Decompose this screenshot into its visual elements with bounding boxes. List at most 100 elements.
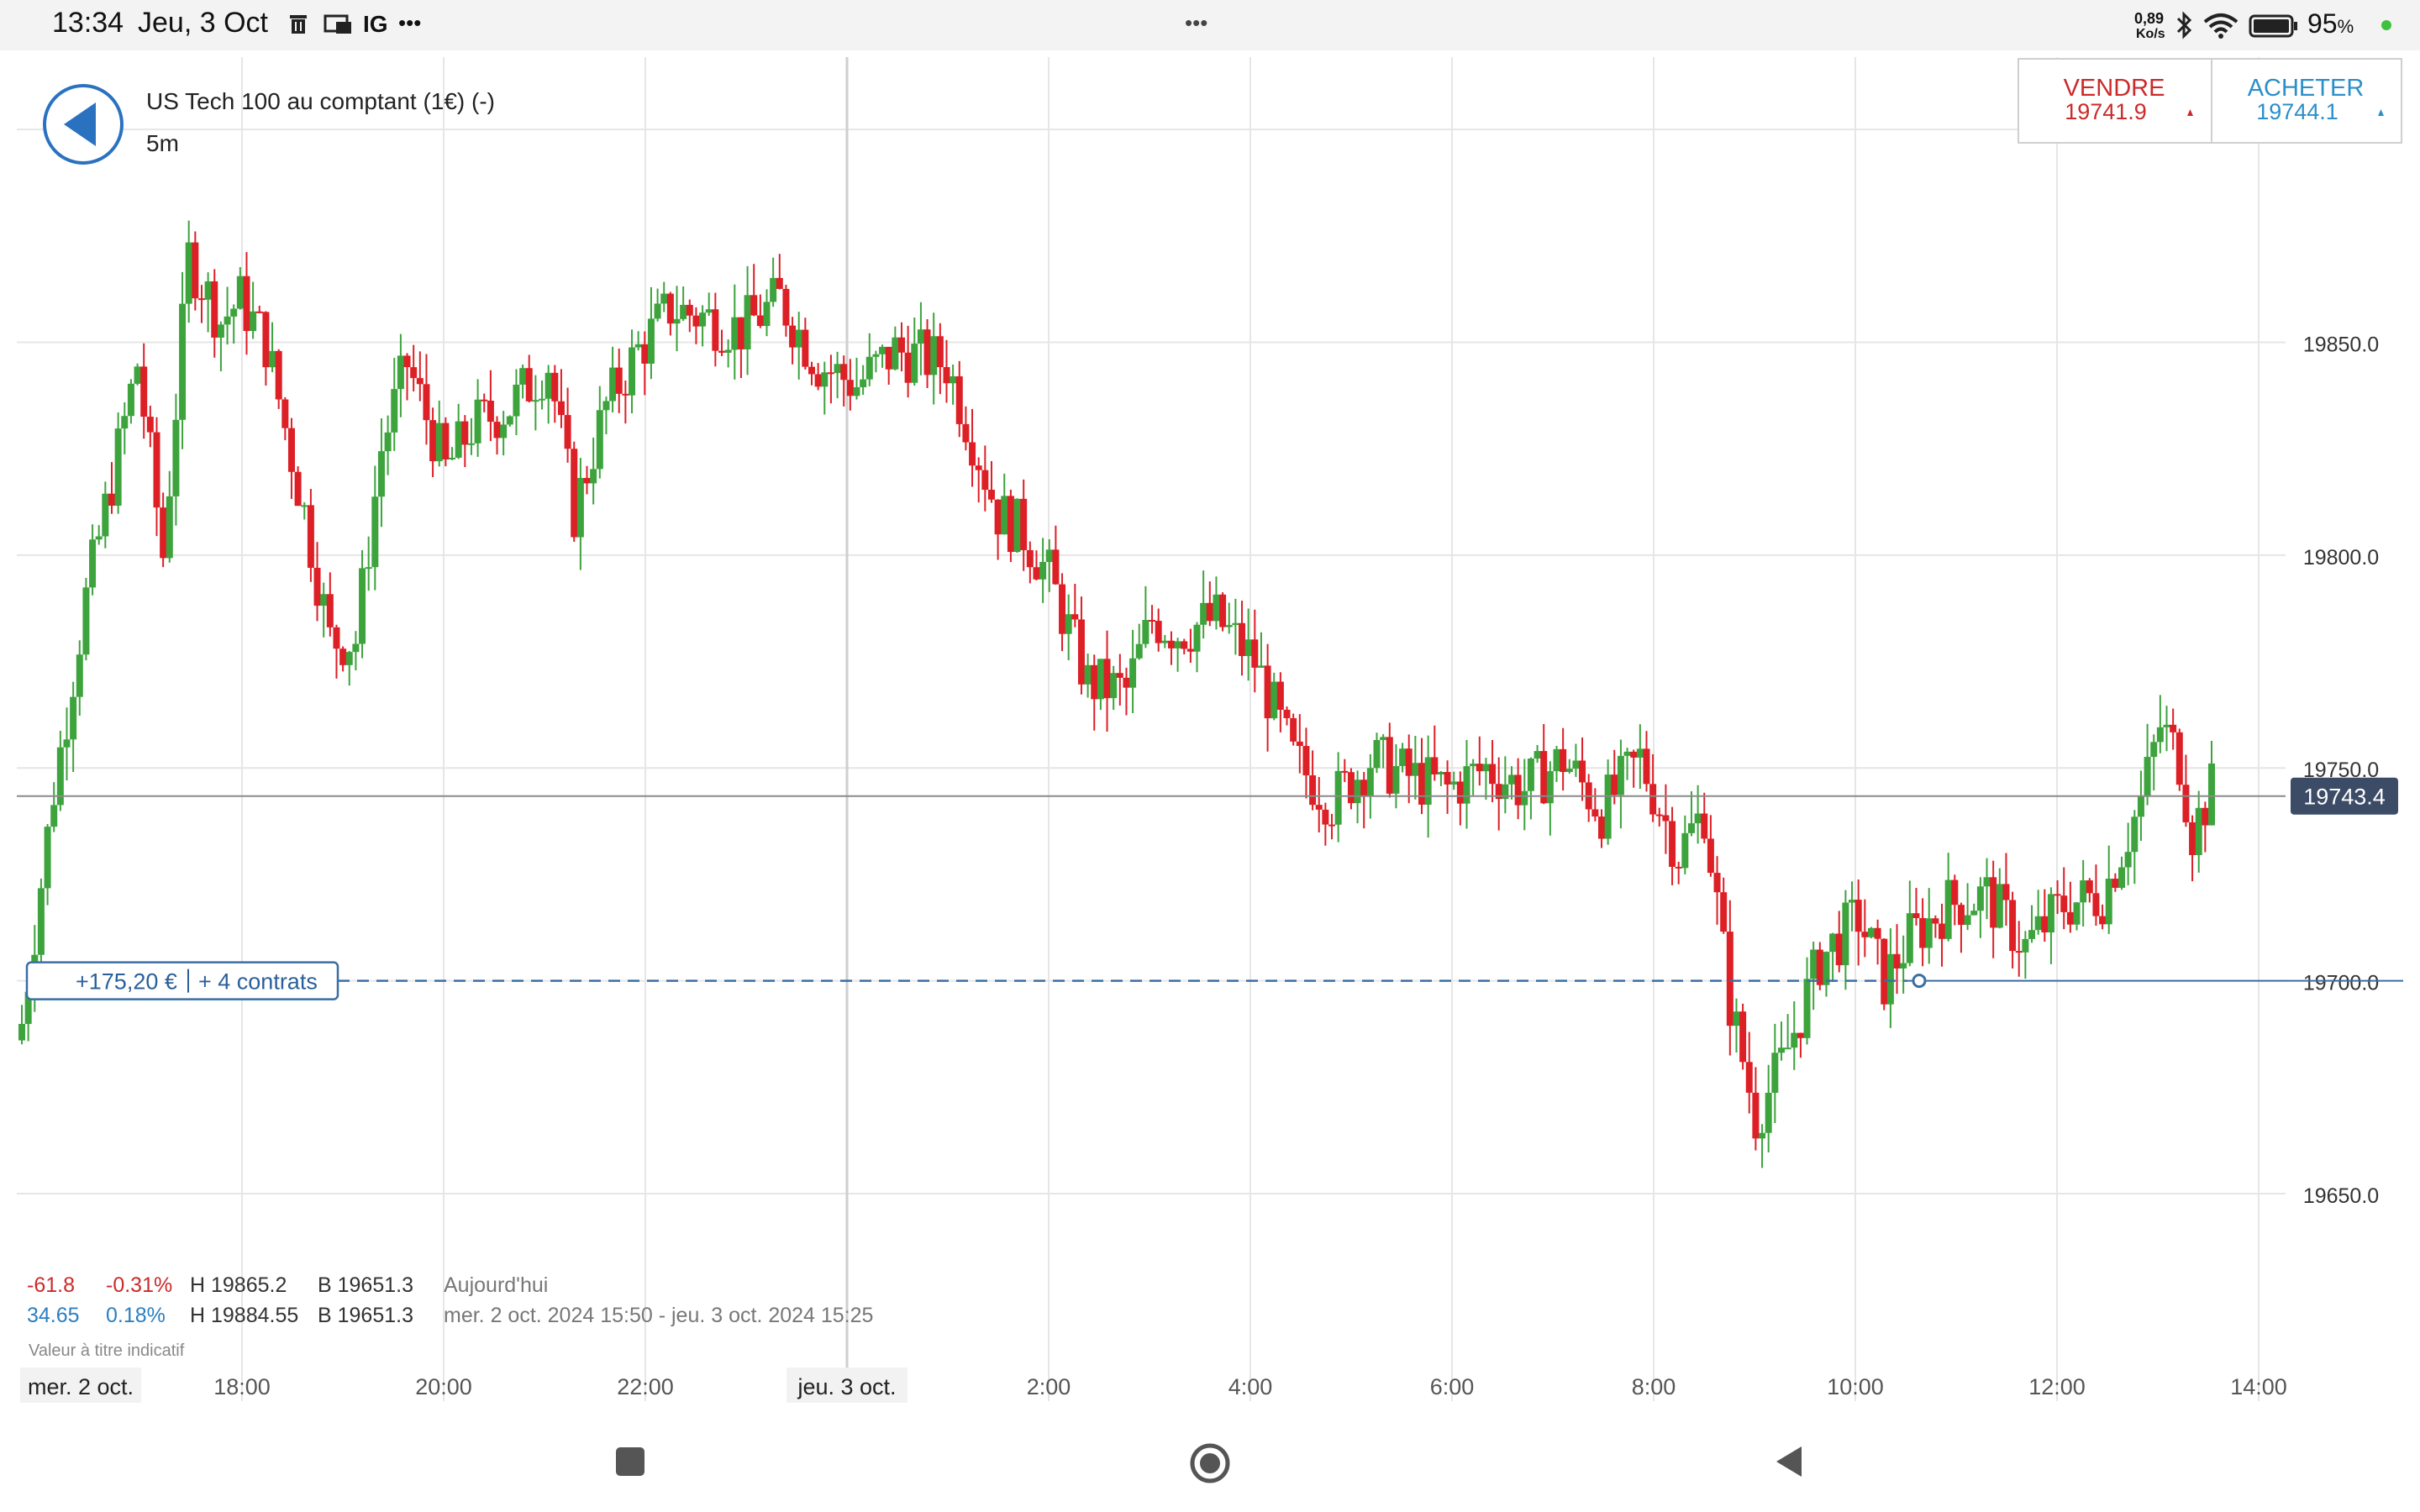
candle-body xyxy=(1823,952,1830,985)
candle-body xyxy=(1077,619,1085,685)
buy-label: ACHETER xyxy=(2248,75,2365,102)
candle-body xyxy=(782,288,790,326)
candle-body xyxy=(44,827,51,889)
candle-body xyxy=(1886,953,1894,1005)
sell-label: VENDRE xyxy=(2064,75,2165,102)
trash-icon xyxy=(290,15,307,34)
candle-body xyxy=(320,594,328,606)
candle-body xyxy=(1045,549,1053,563)
candle-body xyxy=(763,302,771,327)
candle-body xyxy=(1444,771,1451,785)
candle-body xyxy=(1842,902,1849,966)
battery-icon xyxy=(2249,14,2297,38)
sell-button[interactable]: VENDRE 19741.9 xyxy=(2018,58,2212,144)
candle-body xyxy=(647,318,655,364)
candle-body xyxy=(1765,1092,1772,1133)
timeframe-label[interactable]: 5m xyxy=(146,130,179,156)
candle-body xyxy=(596,410,603,470)
candle-body xyxy=(1174,641,1181,648)
candle-body xyxy=(1976,886,1984,911)
status-bar: 13:34 Jeu, 3 Oct IG ••• ••• 0,89 Ko/s 95… xyxy=(0,0,2420,50)
candle-body xyxy=(1694,813,1702,824)
x-tick-label: 2:00 xyxy=(1027,1374,1071,1399)
candle-body xyxy=(1996,884,2003,928)
back-triangle-icon[interactable] xyxy=(1773,1443,1807,1480)
candle-body xyxy=(1797,1032,1804,1038)
stats-change-today: -61.8 xyxy=(27,1273,75,1297)
x-tick-label: 20:00 xyxy=(415,1374,472,1399)
position-pnl: +175,20 € xyxy=(76,969,177,995)
candle-body xyxy=(1033,567,1040,580)
position-tag[interactable]: +175,20 € + 4 contrats xyxy=(25,961,339,1000)
x-day-label-bg xyxy=(786,1368,908,1403)
candle-body xyxy=(892,337,899,370)
candle-body xyxy=(1239,622,1246,656)
candle-body xyxy=(281,399,289,428)
candle-body xyxy=(1193,624,1201,652)
candle-body xyxy=(301,505,308,507)
candle-body xyxy=(943,367,950,384)
candle-body xyxy=(1251,639,1259,668)
candle-body xyxy=(840,364,848,381)
candle-body xyxy=(1912,913,1920,918)
candle-body xyxy=(853,386,860,396)
candle-body xyxy=(287,428,295,472)
status-date: Jeu, 3 Oct xyxy=(138,7,268,39)
candle-body xyxy=(50,805,58,827)
y-tick-label: 19650.0 xyxy=(2303,1184,2379,1208)
candle-body xyxy=(590,469,597,484)
candle-body xyxy=(1932,918,1939,924)
candle-body xyxy=(1745,1062,1753,1093)
candle-body xyxy=(1155,621,1162,643)
recents-square-icon[interactable] xyxy=(613,1445,647,1478)
candle-body xyxy=(397,355,404,390)
candle-body xyxy=(1854,900,1862,932)
candle-body xyxy=(108,493,115,507)
candle-body xyxy=(211,281,218,338)
candle-body xyxy=(576,477,584,538)
candle-body xyxy=(1867,927,1875,937)
stats-high-today: H 19865.2 xyxy=(190,1273,287,1297)
candle-body xyxy=(89,539,97,588)
candle-body xyxy=(1424,757,1432,805)
candle-body xyxy=(1739,1011,1747,1063)
candle-body xyxy=(166,496,173,559)
stats-change-range: 34.65 xyxy=(27,1304,80,1327)
candle-body xyxy=(879,346,886,354)
candle-body xyxy=(114,428,122,507)
candle-body xyxy=(1399,748,1407,767)
candle-body xyxy=(1604,774,1612,839)
candle-body xyxy=(1597,816,1605,839)
candle-body xyxy=(365,567,372,570)
cast-icon xyxy=(324,14,351,34)
candle-body xyxy=(449,457,456,459)
back-button[interactable] xyxy=(43,84,124,165)
candle-body xyxy=(1514,774,1522,806)
candle-body xyxy=(1380,737,1387,740)
x-axis: mer. 2 oct. 18:00 20:00 22:00 jeu. 3 oct. 2:0… xyxy=(20,1368,2287,1403)
candlestick-chart[interactable]: 19900.019850.019800.019750.019700.019650… xyxy=(17,57,2403,1410)
candle-body xyxy=(121,416,129,429)
x-tick-label: 6:00 xyxy=(1430,1374,1475,1399)
candle-body xyxy=(179,303,187,420)
candle-body xyxy=(1135,643,1143,659)
position-marker[interactable] xyxy=(1912,974,1927,989)
candle-body xyxy=(551,372,559,402)
center-dots[interactable]: ••• xyxy=(1185,10,1208,35)
candle-body xyxy=(307,505,314,568)
candle-body xyxy=(56,747,64,806)
home-circle-icon[interactable] xyxy=(1188,1441,1232,1485)
candle-body xyxy=(262,312,270,368)
candle-body xyxy=(981,470,989,491)
candle-body xyxy=(744,295,751,349)
candle-body xyxy=(1309,775,1317,806)
candle-body xyxy=(1290,717,1297,742)
candle-body xyxy=(474,399,481,444)
chart-panel[interactable]: 19900.019850.019800.019750.019700.019650… xyxy=(17,57,2403,1410)
candle-body xyxy=(955,375,963,424)
candle-body xyxy=(1636,748,1644,758)
candle-body xyxy=(1013,498,1021,553)
candle-body xyxy=(1476,764,1483,772)
candle-body xyxy=(1675,866,1682,869)
buy-button[interactable]: ACHETER 19744.1 xyxy=(2211,58,2402,144)
